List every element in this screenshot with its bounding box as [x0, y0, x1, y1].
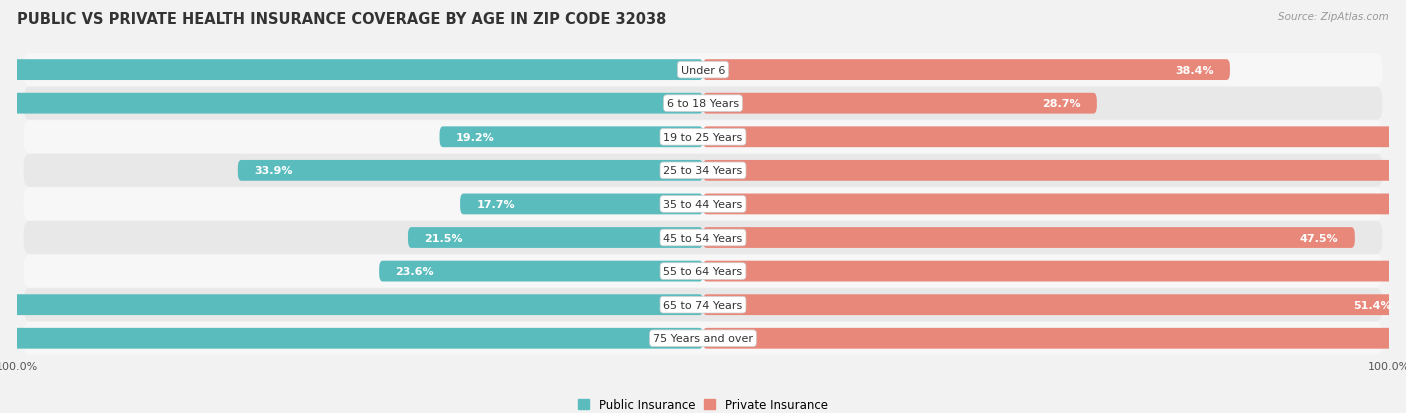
FancyBboxPatch shape	[24, 289, 1382, 321]
FancyBboxPatch shape	[24, 188, 1382, 221]
FancyBboxPatch shape	[440, 127, 703, 148]
FancyBboxPatch shape	[703, 228, 1355, 248]
Text: 55 to 64 Years: 55 to 64 Years	[664, 266, 742, 276]
FancyBboxPatch shape	[703, 194, 1406, 215]
Legend: Public Insurance, Private Insurance: Public Insurance, Private Insurance	[574, 393, 832, 413]
Text: 35 to 44 Years: 35 to 44 Years	[664, 199, 742, 209]
FancyBboxPatch shape	[408, 228, 703, 248]
FancyBboxPatch shape	[238, 161, 703, 181]
Text: Source: ZipAtlas.com: Source: ZipAtlas.com	[1278, 12, 1389, 22]
FancyBboxPatch shape	[24, 154, 1382, 188]
Text: 17.7%: 17.7%	[477, 199, 515, 209]
FancyBboxPatch shape	[703, 94, 1097, 114]
FancyBboxPatch shape	[24, 54, 1382, 87]
FancyBboxPatch shape	[703, 60, 1230, 81]
Text: 19 to 25 Years: 19 to 25 Years	[664, 133, 742, 142]
Text: 51.4%: 51.4%	[1353, 300, 1392, 310]
FancyBboxPatch shape	[0, 328, 703, 349]
Text: Under 6: Under 6	[681, 65, 725, 76]
Text: 23.6%: 23.6%	[395, 266, 434, 276]
FancyBboxPatch shape	[24, 221, 1382, 254]
FancyBboxPatch shape	[460, 194, 703, 215]
Text: 21.5%: 21.5%	[425, 233, 463, 243]
Text: 47.5%: 47.5%	[1299, 233, 1339, 243]
Text: 65 to 74 Years: 65 to 74 Years	[664, 300, 742, 310]
FancyBboxPatch shape	[703, 161, 1406, 181]
Text: PUBLIC VS PRIVATE HEALTH INSURANCE COVERAGE BY AGE IN ZIP CODE 32038: PUBLIC VS PRIVATE HEALTH INSURANCE COVER…	[17, 12, 666, 27]
Text: 28.7%: 28.7%	[1042, 99, 1080, 109]
Text: 75 Years and over: 75 Years and over	[652, 333, 754, 344]
Text: 25 to 34 Years: 25 to 34 Years	[664, 166, 742, 176]
Text: 6 to 18 Years: 6 to 18 Years	[666, 99, 740, 109]
FancyBboxPatch shape	[0, 294, 703, 315]
FancyBboxPatch shape	[380, 261, 703, 282]
FancyBboxPatch shape	[0, 60, 703, 81]
FancyBboxPatch shape	[24, 121, 1382, 154]
FancyBboxPatch shape	[703, 127, 1406, 148]
FancyBboxPatch shape	[24, 88, 1382, 120]
Text: 33.9%: 33.9%	[254, 166, 292, 176]
Text: 19.2%: 19.2%	[456, 133, 495, 142]
Text: 45 to 54 Years: 45 to 54 Years	[664, 233, 742, 243]
Text: 38.4%: 38.4%	[1175, 65, 1213, 76]
FancyBboxPatch shape	[703, 261, 1406, 282]
FancyBboxPatch shape	[24, 322, 1382, 355]
FancyBboxPatch shape	[24, 255, 1382, 288]
FancyBboxPatch shape	[0, 94, 703, 114]
FancyBboxPatch shape	[703, 328, 1406, 349]
FancyBboxPatch shape	[703, 294, 1406, 315]
